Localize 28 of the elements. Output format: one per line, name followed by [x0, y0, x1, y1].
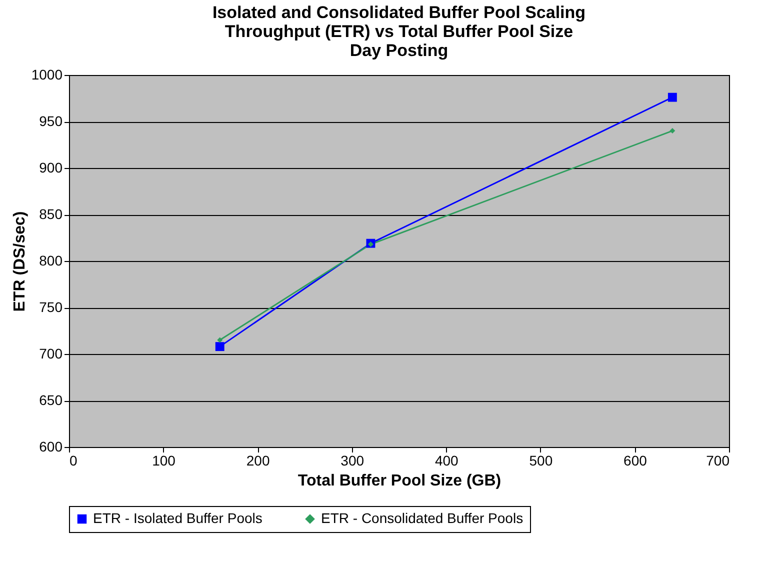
text: Isolated and Consolidated Buffer Pool Scaling [212, 3, 586, 22]
y-tick-label: 700 [39, 346, 63, 362]
point [670, 128, 676, 134]
y-tick-label: 600 [39, 438, 63, 454]
x-tick-label: 200 [246, 452, 270, 468]
point [668, 92, 677, 102]
y-tick-label: 800 [39, 252, 63, 268]
y-tick-label: 900 [39, 160, 63, 176]
text: Throughput (ETR) vs Total Buffer Pool Size [224, 22, 574, 41]
x-axis-title: Total Buffer Pool Size (GB) [298, 472, 502, 490]
y-tick-label: 950 [39, 113, 63, 129]
x-tick-label: 700 [706, 452, 730, 468]
x-tick-label: 600 [624, 452, 648, 468]
x-tick-label: 0 [70, 452, 78, 468]
x-tick-label: 300 [340, 452, 364, 468]
legend-label: ETR - Isolated Buffer Pools [93, 510, 262, 526]
x-tick-label: 400 [434, 452, 459, 468]
y-axis-title: ETR (DS/sec) [11, 211, 28, 312]
y-tick-label: 1000 [31, 66, 63, 82]
y-tick-label: 850 [39, 206, 63, 222]
legend-label: ETR - Consolidated Buffer Pools [321, 510, 524, 526]
y-tick-label: 750 [39, 299, 63, 315]
x-tick-label: 100 [152, 452, 176, 468]
point [217, 337, 223, 343]
y-tick-label: 650 [39, 392, 63, 408]
text: Day Posting [350, 41, 448, 60]
x-tick-label: 500 [529, 452, 553, 468]
point [215, 342, 224, 352]
